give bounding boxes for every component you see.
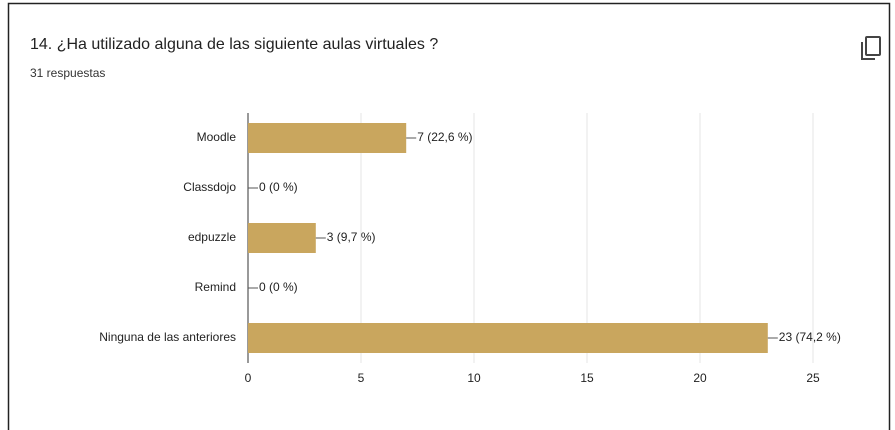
value-label: 7 (22,6 %)	[417, 130, 472, 144]
bar	[248, 223, 316, 253]
bar	[248, 123, 407, 153]
chart-title: 14. ¿Ha utilizado alguna de las siguient…	[30, 36, 438, 53]
x-tick-label: 20	[693, 371, 707, 385]
y-tick-label: Remind	[195, 280, 236, 294]
chart-subtitle: 31 respuestas	[30, 66, 105, 80]
bar	[248, 323, 768, 353]
x-tick-label: 5	[358, 371, 365, 385]
x-tick-label: 10	[467, 371, 481, 385]
value-label: 0 (0 %)	[259, 280, 298, 294]
y-tick-label: Ninguna de las anteriores	[99, 330, 236, 344]
value-label: 3 (9,7 %)	[327, 230, 376, 244]
y-tick-label: Classdojo	[183, 180, 236, 194]
x-tick-label: 0	[245, 371, 252, 385]
value-label: 0 (0 %)	[259, 180, 298, 194]
copy-icon[interactable]	[861, 36, 881, 60]
x-tick-label: 25	[806, 371, 820, 385]
value-label: 23 (74,2 %)	[779, 330, 841, 344]
y-tick-label: Moodle	[197, 130, 237, 144]
card	[7, 2, 891, 430]
y-tick-label: edpuzzle	[188, 230, 236, 244]
x-tick-label: 15	[580, 371, 594, 385]
